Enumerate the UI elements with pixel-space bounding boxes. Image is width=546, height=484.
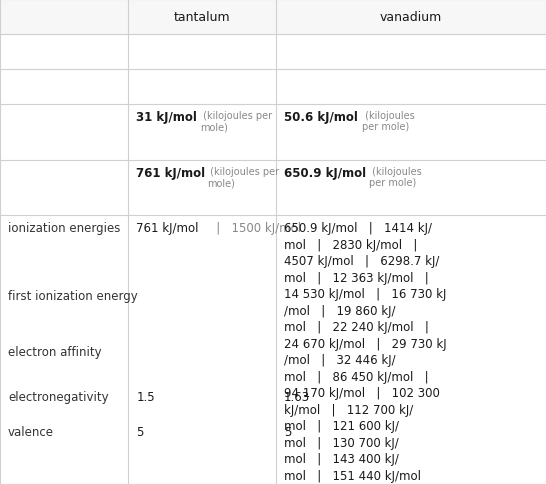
Text: valence: valence [8, 425, 54, 438]
Text: first ionization energy: first ionization energy [8, 289, 138, 302]
Text: 650.9 kJ/mol   |   1414 kJ/
mol   |   2830 kJ/mol   |
4507 kJ/mol   |   6298.7 k: 650.9 kJ/mol | 1414 kJ/ mol | 2830 kJ/mo… [284, 222, 447, 482]
Bar [128, 105, 276, 160]
Text: ionization energies: ionization energies [8, 222, 120, 235]
Bar [128, 70, 276, 105]
Text: |   1500 kJ/mol: | 1500 kJ/mol [205, 222, 301, 235]
Bar [128, 35, 276, 70]
Text: (kilojoules per
mole): (kilojoules per mole) [207, 166, 279, 188]
Text: 31 kJ/mol: 31 kJ/mol [136, 110, 197, 123]
Bar [0, 216, 128, 484]
Text: 1.5: 1.5 [136, 391, 155, 403]
Bar [0, 70, 128, 105]
Bar [128, 0, 276, 35]
Bar [276, 160, 546, 216]
Text: electron affinity: electron affinity [8, 345, 102, 358]
Bar [276, 70, 546, 105]
Text: 50.6 kJ/mol: 50.6 kJ/mol [284, 110, 358, 123]
Text: vanadium: vanadium [379, 11, 442, 24]
Text: tantalum: tantalum [174, 11, 230, 24]
Bar [276, 35, 546, 70]
Bar [0, 35, 128, 70]
Bar [276, 216, 546, 484]
Text: (kilojoules
per mole): (kilojoules per mole) [361, 110, 414, 132]
Text: (kilojoules
per mole): (kilojoules per mole) [369, 166, 422, 188]
Text: 1.63: 1.63 [284, 391, 310, 403]
Bar [0, 160, 128, 216]
Text: electronegativity: electronegativity [8, 391, 109, 403]
Bar [276, 0, 546, 35]
Text: 5: 5 [136, 425, 144, 438]
Text: 5: 5 [284, 425, 291, 438]
Text: 761 kJ/mol: 761 kJ/mol [136, 166, 205, 179]
Bar [128, 216, 276, 484]
Bar [276, 105, 546, 160]
Text: 761 kJ/mol: 761 kJ/mol [136, 222, 199, 235]
Text: (kilojoules per
mole): (kilojoules per mole) [200, 110, 272, 132]
Bar [0, 0, 128, 35]
Bar [128, 160, 276, 216]
Text: 650.9 kJ/mol: 650.9 kJ/mol [284, 166, 366, 179]
Bar [0, 105, 128, 160]
